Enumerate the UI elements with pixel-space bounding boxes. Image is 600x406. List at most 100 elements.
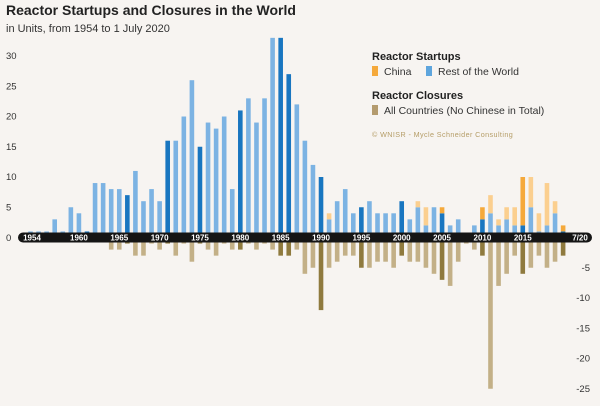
bar-rest-of-world-1959: [68, 207, 74, 238]
bar-closures-2002: [415, 237, 421, 262]
bar-rest-of-world-1990: [318, 177, 324, 238]
legend-label-rest: Rest of the World: [438, 66, 519, 78]
bar-closures-2020: [560, 237, 566, 256]
bar-rest-of-world-1960: [76, 213, 82, 238]
y-tick-label: 10: [6, 172, 17, 183]
bar-rest-of-world-1980: [238, 110, 243, 238]
x-tick-label: 2005: [433, 234, 451, 243]
bar-rest-of-world-2002: [415, 207, 421, 238]
x-tick-label: 1960: [70, 234, 88, 243]
bar-closures-2010: [480, 237, 485, 256]
bar-closures-2018: [544, 237, 550, 268]
legend-swatch-china: [372, 66, 378, 76]
bar-closures-2007: [455, 237, 461, 262]
bar-rest-of-world-1985: [278, 37, 283, 238]
bar-rest-of-world-1996: [367, 201, 372, 238]
chart-subtitle: in Units, from 1954 to 1 July 2020: [6, 23, 170, 35]
x-tick-label: 1970: [151, 234, 169, 243]
bar-rest-of-world-2012: [496, 225, 501, 238]
bar-closures-1967: [133, 237, 138, 256]
bar-rest-of-world-1982: [254, 122, 259, 238]
bar-rest-of-world-1967: [133, 170, 138, 238]
y-tick-label: -25: [576, 384, 590, 395]
x-tick-label: 1975: [191, 234, 209, 243]
bar-closures-2006: [447, 237, 453, 286]
bar-rest-of-world-2003: [423, 225, 429, 238]
bar-rest-of-world-2015: [520, 225, 526, 238]
bar-china-2012: [496, 219, 501, 226]
bar-rest-of-world-2019: [552, 213, 558, 238]
bar-closures-2016: [528, 237, 534, 268]
bar-rest-of-world-1989: [310, 164, 316, 238]
bar-closures-1965: [116, 237, 122, 250]
bar-closures-1964: [108, 237, 114, 250]
y-tick-label: 15: [6, 142, 17, 153]
bar-rest-of-world-1978: [221, 116, 227, 238]
y-tick-label: 30: [6, 51, 17, 62]
bar-closures-2014: [512, 237, 517, 256]
bar-rest-of-world-1972: [173, 140, 179, 238]
bar-closures-1976: [205, 237, 211, 250]
bar-closures-1984: [270, 237, 275, 250]
bar-rest-of-world-1964: [108, 189, 114, 238]
bar-closures-1979: [229, 237, 235, 250]
bar-rest-of-world-1962: [92, 183, 98, 238]
bar-rest-of-world-1963: [100, 183, 106, 238]
y-tick-label: 5: [6, 202, 11, 213]
bar-rest-of-world-2009: [472, 225, 477, 238]
bar-closures-1993: [342, 237, 348, 256]
bar-closures-1985: [278, 237, 283, 256]
bar-china-2018: [544, 183, 550, 226]
y-tick-label: 25: [6, 81, 17, 92]
bar-rest-of-world-1973: [181, 116, 187, 238]
bar-closures-2017: [536, 237, 542, 256]
legend-label-china: China: [384, 66, 412, 78]
bar-closures-1997: [375, 237, 380, 262]
bar-closures-2003: [423, 237, 429, 268]
bar-rest-of-world-1965: [116, 189, 122, 238]
bar-closures-2013: [504, 237, 509, 274]
bar-closures-2005: [439, 237, 445, 280]
bar-closures-1968: [141, 237, 146, 256]
bar-china-1991: [326, 213, 332, 220]
x-axis-band: [18, 232, 592, 243]
bar-closures-1977: [213, 237, 219, 256]
bar-rest-of-world-2006: [447, 225, 453, 238]
bar-closures-1995: [359, 237, 364, 268]
bar-closures-1990: [318, 237, 324, 311]
y-tick-label: 0: [6, 233, 11, 244]
bar-closures-1998: [383, 237, 388, 262]
bar-rest-of-world-1983: [262, 98, 267, 238]
bar-rest-of-world-1957: [52, 219, 58, 238]
bar-rest-of-world-1987: [294, 104, 300, 238]
legend-swatch-closures: [372, 105, 378, 115]
x-tick-label: 1990: [312, 234, 330, 243]
legend-label-closures: All Countries (No Chinese in Total): [384, 105, 544, 117]
x-tick-label: 2010: [474, 234, 492, 243]
bar-closures-1970: [157, 237, 162, 250]
bar-closures-1974: [189, 237, 195, 262]
bar-rest-of-world-2000: [399, 201, 405, 238]
bar-china-2013: [504, 207, 509, 220]
bar-rest-of-world-2014: [512, 225, 517, 238]
bar-closures-1980: [238, 237, 243, 250]
bar-closures-1988: [302, 237, 308, 274]
bar-china-2016: [528, 177, 534, 208]
bar-closures-2004: [431, 237, 437, 274]
x-tick-label: 1954: [23, 234, 41, 243]
bar-rest-of-world-1994: [351, 213, 356, 238]
bar-closures-2015: [520, 237, 526, 274]
bar-china-2014: [512, 207, 517, 226]
bar-rest-of-world-1981: [246, 98, 251, 238]
bar-rest-of-world-2018: [544, 225, 550, 238]
y-tick-label: -10: [576, 293, 590, 304]
bar-rest-of-world-1993: [342, 189, 348, 238]
bar-rest-of-world-1976: [205, 122, 211, 238]
legend-swatch-rest: [426, 66, 432, 76]
x-tick-label: 2015: [514, 234, 532, 243]
bar-rest-of-world-1997: [375, 213, 380, 238]
bar-rest-of-world-1992: [334, 201, 340, 238]
bar-china-2011: [488, 195, 493, 214]
bar-rest-of-world-1977: [213, 128, 219, 238]
bar-rest-of-world-2013: [504, 219, 509, 238]
